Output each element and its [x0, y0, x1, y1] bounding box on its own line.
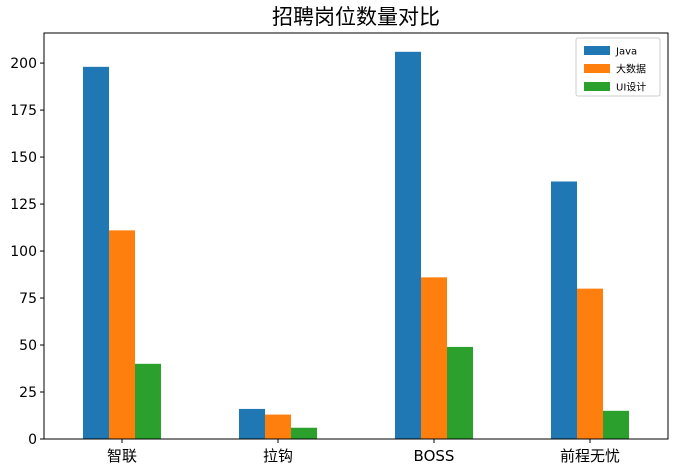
y-axis: 0 25 50 75 100 125 150 175 200 [10, 56, 44, 448]
x-tick-label: 智联 [107, 447, 137, 465]
bar-2-4 [577, 288, 603, 439]
x-tick-label: 前程无忧 [560, 447, 620, 465]
bar-3-4 [603, 410, 629, 439]
y-tick-label: 25 [19, 385, 37, 401]
y-tick-label: 200 [10, 56, 37, 72]
x-axis: 智联 拉钩 BOSS 前程无忧 [107, 439, 620, 465]
legend-swatch [584, 64, 610, 73]
bar-1-4 [551, 181, 577, 440]
x-tick-label: 拉钩 [263, 447, 293, 465]
bar-3-1 [135, 363, 161, 439]
plot-frame [43, 32, 669, 440]
legend-label: Java [615, 47, 637, 58]
y-tick-label: 50 [19, 338, 37, 354]
bar-3-2 [291, 427, 317, 439]
legend-swatch [584, 46, 610, 55]
bar-1-3 [395, 51, 421, 439]
y-tick-label: 0 [28, 432, 37, 448]
bar-2-3 [421, 277, 447, 439]
y-tick-label: 100 [10, 244, 37, 260]
y-tick-label: 75 [19, 291, 37, 307]
bar-1-1 [83, 66, 109, 439]
bar-3-3 [447, 346, 473, 439]
bar-1-2 [239, 408, 265, 439]
y-tick-label: 125 [10, 197, 37, 213]
x-tick-label: BOSS [414, 447, 455, 465]
y-tick-label: 175 [10, 103, 37, 119]
legend-label: UI设计 [616, 81, 646, 94]
chart-title: 招聘岗位数量对比 [272, 5, 440, 29]
bar-2-2 [265, 414, 291, 439]
legend: Java 大数据 UI设计 [575, 37, 661, 97]
y-tick-label: 150 [10, 150, 37, 166]
bar-2-1 [109, 230, 135, 439]
bars-layer [83, 51, 629, 440]
legend-label: 大数据 [616, 63, 646, 76]
legend-swatch [584, 82, 610, 91]
